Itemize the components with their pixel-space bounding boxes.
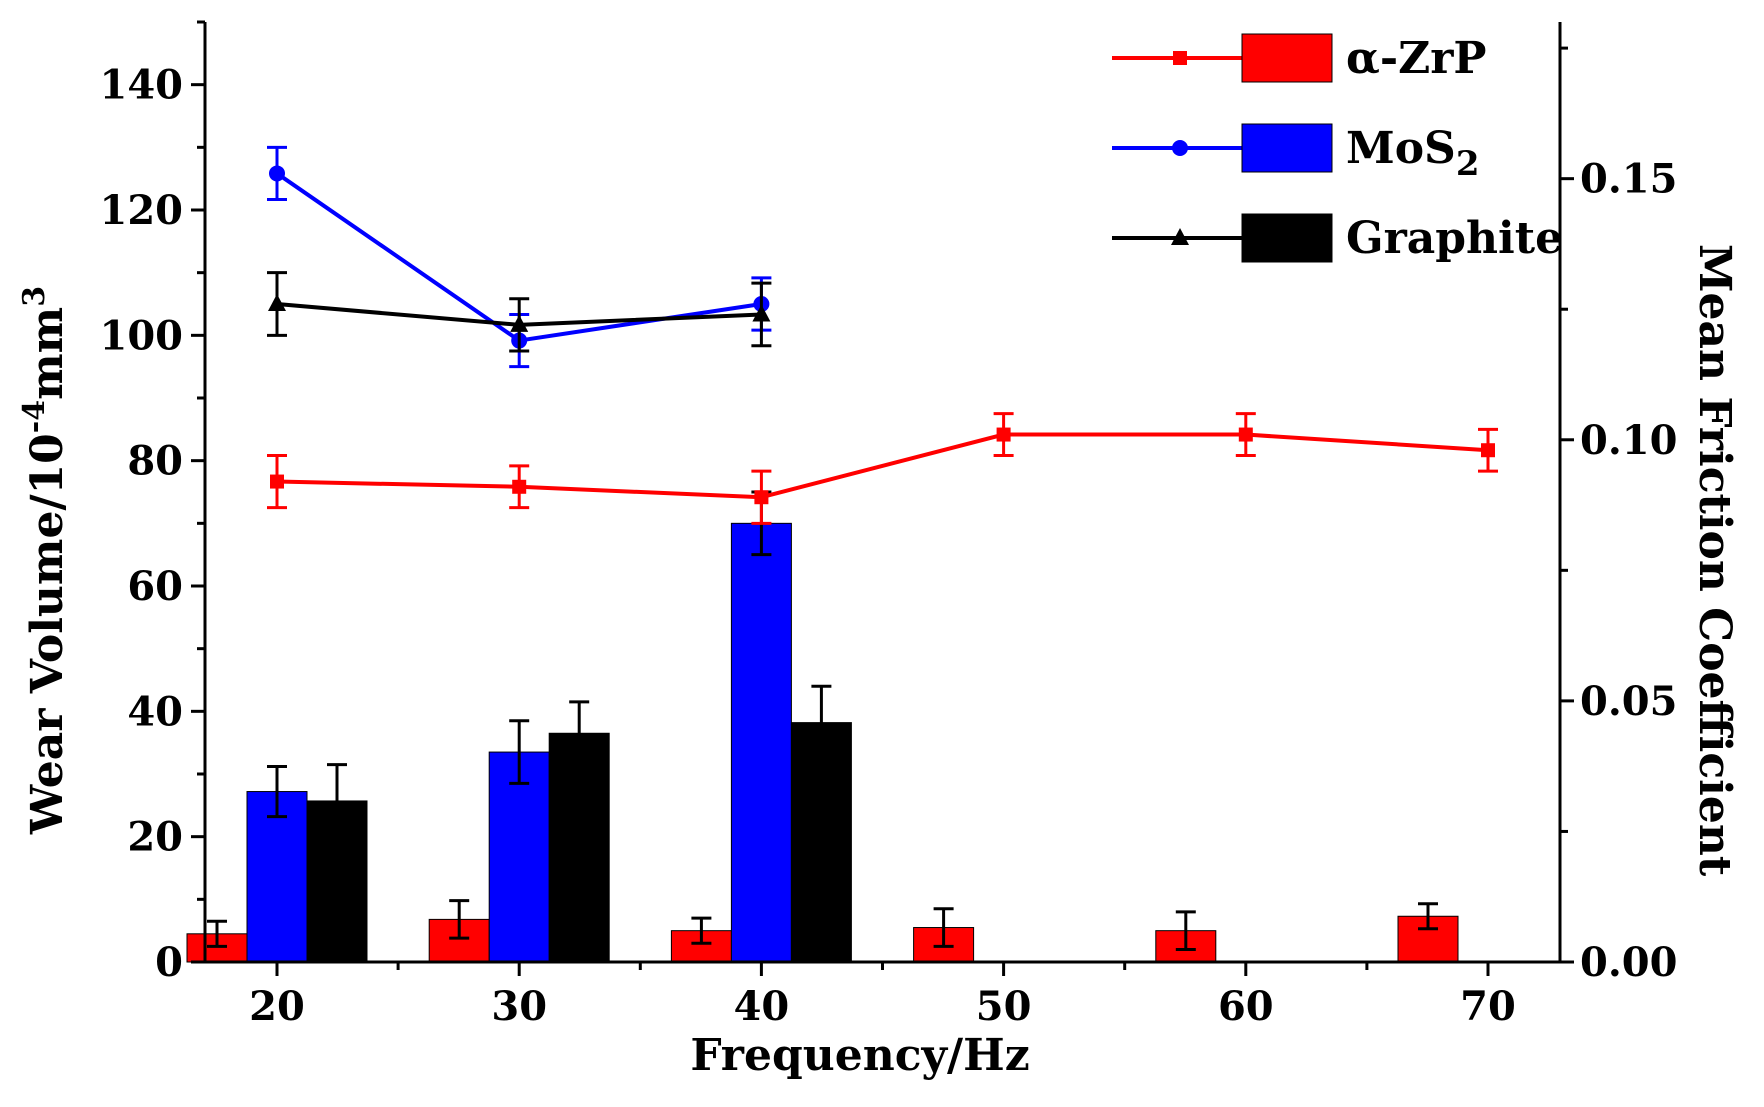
y-left-tick-label-80: 80	[127, 438, 183, 485]
x-tick-label-70: 70	[1460, 983, 1516, 1030]
bar-graphite-30	[548, 732, 610, 963]
y-left-tick-label-0: 0	[155, 939, 183, 986]
x-tick-label-40: 40	[734, 983, 790, 1030]
legend-label-mos2: MoS2	[1346, 123, 1480, 184]
y-axis-label-left: Wear Volume/10-4mm3	[17, 286, 73, 835]
bar-mos2-30	[488, 751, 550, 963]
y-label-exp: -4	[17, 400, 52, 433]
legend: α-ZrP MoS2 Graphite	[1112, 33, 1563, 264]
y-left-tick-label-120: 120	[100, 187, 184, 234]
point-zrp-50	[996, 427, 1011, 442]
x-tick-label-50: 50	[976, 983, 1032, 1030]
y-left-tick-label-20: 20	[127, 814, 183, 861]
x-axis-label: Frequency/Hz	[690, 1030, 1029, 1081]
point-mos2-20	[269, 165, 285, 182]
point-zrp-40	[754, 490, 769, 505]
y-label-unit: mm	[22, 307, 73, 400]
line-zrp	[276, 432, 1489, 500]
bars-layer	[186, 490, 1459, 963]
point-zrp-30	[512, 479, 527, 494]
y-label-unit-exp: 3	[17, 286, 52, 307]
legend-label-graphite: Graphite	[1346, 213, 1563, 264]
x-tick-label-60: 60	[1218, 983, 1274, 1030]
legend-label-subscript: 2	[1456, 144, 1480, 184]
y-right-tick-label-0.05: 0.05	[1580, 678, 1677, 725]
y-right-tick-label-0.15: 0.15	[1580, 156, 1677, 203]
point-graphite-40	[752, 304, 771, 322]
legend-marker-zrp	[1173, 51, 1187, 65]
legend-swatch-graphite	[1241, 213, 1333, 263]
y-left-tick-label-40: 40	[127, 688, 183, 735]
x-tick-label-30: 30	[491, 983, 547, 1030]
legend-label-main: MoS	[1346, 123, 1456, 174]
axes-layer: 0 20 40 60 80 100 120 140 0.00 0.05 0.10 0.15 20 30 40…	[100, 20, 1677, 1030]
point-graphite-30	[510, 314, 529, 332]
y-label-main: Wear Volume/10	[22, 433, 73, 835]
legend-swatch-mos2	[1241, 123, 1333, 173]
x-tick-label-20: 20	[249, 983, 305, 1030]
bar-mos2-40	[730, 522, 792, 963]
lines-layer	[267, 145, 1498, 525]
legend-label-zrp: α-ZrP	[1346, 33, 1487, 84]
point-zrp-60	[1238, 427, 1253, 442]
legend-label-main: α-ZrP	[1346, 33, 1487, 84]
y-left-tick-label-140: 140	[100, 62, 184, 109]
y-right-tick-label-0.10: 0.10	[1580, 417, 1677, 464]
legend-label-main: Graphite	[1346, 213, 1563, 264]
point-zrp-20	[270, 474, 284, 489]
legend-marker-mos2	[1172, 140, 1188, 156]
y-right-tick-label-0.00: 0.00	[1580, 939, 1677, 986]
point-zrp-70	[1481, 443, 1495, 458]
y-axis-label-right: Mean Friction Coefficient	[1689, 244, 1740, 877]
point-graphite-20	[268, 294, 286, 311]
legend-swatch-zrp	[1241, 33, 1333, 83]
legend-marker-graphite	[1171, 228, 1189, 245]
y-left-tick-label-60: 60	[127, 563, 183, 610]
y-left-tick-label-100: 100	[100, 312, 184, 359]
